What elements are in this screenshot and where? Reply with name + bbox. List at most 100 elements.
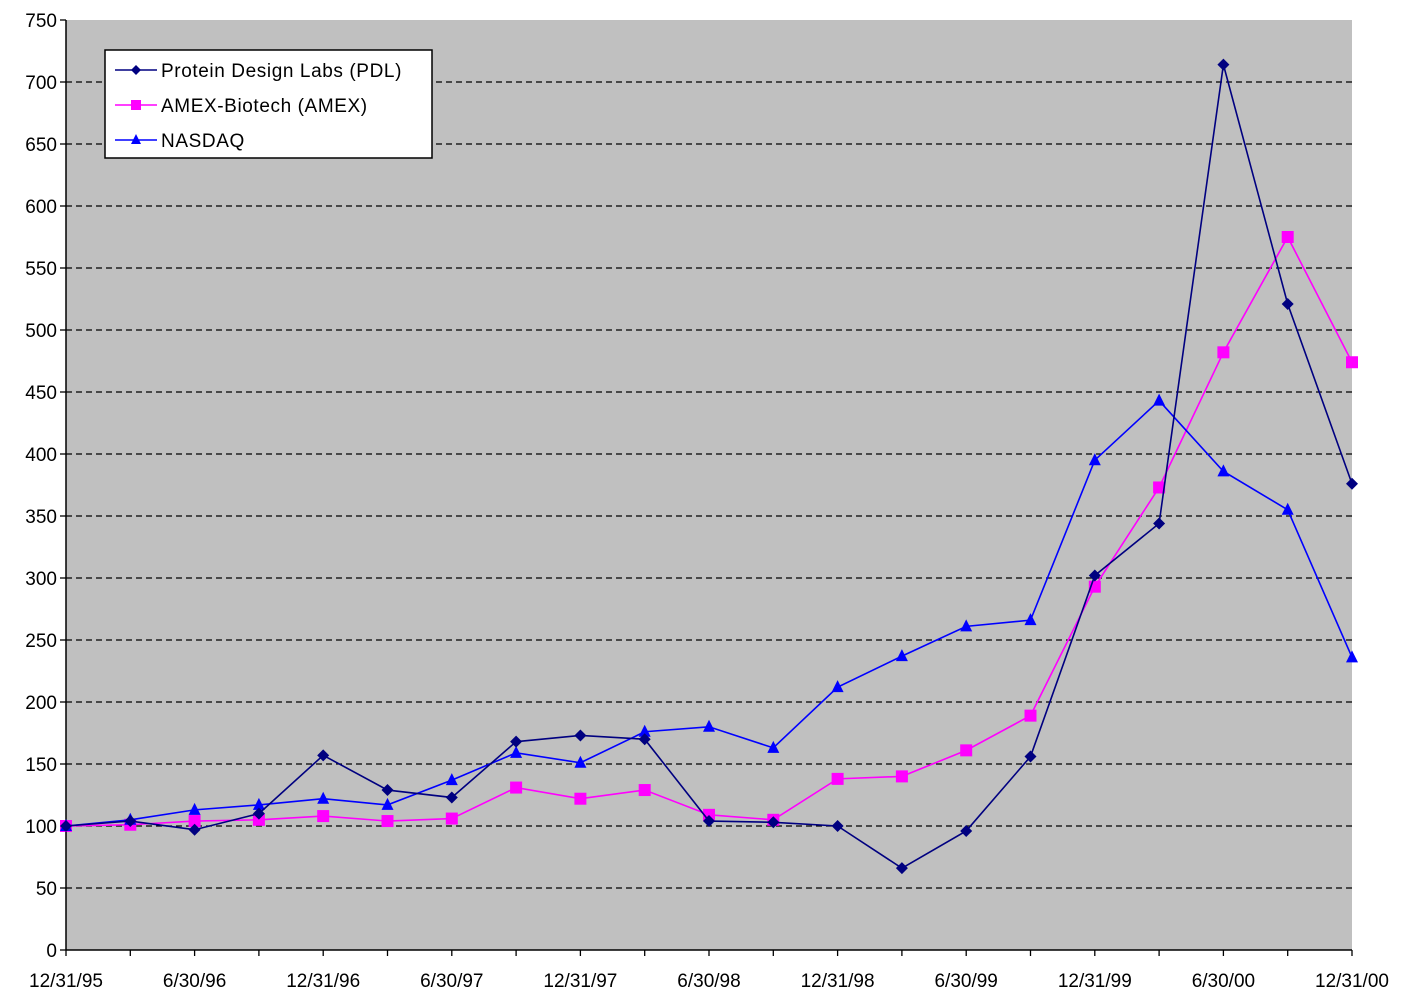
data-point-square	[895, 770, 908, 783]
x-tick-label: 6/30/96	[163, 971, 226, 992]
data-point-triangle	[1217, 464, 1230, 477]
data-point-square	[574, 792, 587, 805]
data-point-triangle	[1153, 393, 1166, 406]
x-tick-label: 6/30/00	[1192, 971, 1255, 992]
data-point-triangle	[831, 680, 844, 693]
data-point-diamond	[1153, 517, 1166, 530]
data-point-square	[1346, 356, 1358, 369]
y-tick-label: 650	[25, 135, 57, 156]
data-point-diamond	[381, 784, 394, 797]
data-point-triangle	[574, 755, 587, 768]
data-point-diamond	[638, 733, 651, 746]
legend-label: AMEX-Biotech (AMEX)	[161, 96, 368, 117]
y-tick-label: 600	[25, 197, 57, 218]
data-point-diamond	[131, 65, 141, 75]
data-point-square	[1153, 481, 1166, 494]
data-point-diamond	[767, 816, 780, 829]
legend-entry: NASDAQ	[115, 131, 245, 152]
data-point-triangle	[767, 740, 780, 753]
data-point-square	[831, 772, 844, 785]
data-point-diamond	[1088, 569, 1101, 582]
y-tick-label: 450	[25, 383, 57, 404]
y-tick-label: 550	[25, 259, 57, 280]
data-point-triangle	[1346, 650, 1358, 663]
y-tick-label: 0	[46, 941, 57, 962]
series-2	[60, 393, 1358, 831]
y-tick-label: 750	[25, 11, 57, 32]
data-point-diamond	[124, 815, 137, 828]
y-tick-label: 250	[25, 631, 57, 652]
series-0	[60, 58, 1358, 875]
y-tick-label: 200	[25, 693, 57, 714]
data-point-square	[1024, 709, 1037, 722]
legend-label: NASDAQ	[161, 131, 245, 152]
data-point-triangle	[445, 773, 458, 786]
x-tick-label: 12/31/96	[286, 971, 360, 992]
data-point-square	[188, 815, 201, 828]
y-tick-label: 50	[36, 879, 57, 900]
x-tick-label: 12/31/98	[801, 971, 875, 992]
data-point-triangle	[317, 791, 330, 804]
data-point-diamond	[1346, 477, 1358, 490]
x-tick-label: 12/31/97	[543, 971, 617, 992]
data-point-diamond	[831, 820, 844, 832]
data-point-diamond	[703, 815, 715, 828]
data-point-diamond	[895, 862, 908, 875]
data-point-square	[381, 815, 394, 828]
data-point-diamond	[445, 791, 458, 804]
data-point-triangle	[895, 649, 908, 662]
data-point-diamond	[510, 735, 523, 748]
data-point-square	[1217, 346, 1230, 359]
data-point-triangle	[1024, 613, 1037, 626]
x-tick-label: 12/31/95	[29, 971, 103, 992]
y-tick-label: 300	[25, 569, 57, 590]
data-point-diamond	[574, 729, 587, 742]
x-tick-label: 12/31/99	[1058, 971, 1132, 992]
legend-entry: AMEX-Biotech (AMEX)	[115, 96, 368, 117]
data-point-triangle	[638, 724, 651, 737]
data-point-square	[317, 810, 330, 823]
data-point-triangle	[960, 619, 973, 632]
data-point-diamond	[1281, 297, 1294, 310]
series-lines	[60, 58, 1358, 875]
data-point-triangle	[1088, 453, 1101, 466]
y-tick-label: 100	[25, 817, 57, 838]
legend: Protein Design Labs (PDL) AMEX-Biotech (A…	[104, 49, 433, 159]
data-point-triangle	[510, 745, 523, 758]
y-tick-label: 500	[25, 321, 57, 342]
data-point-triangle	[131, 134, 141, 144]
data-point-triangle	[381, 797, 394, 810]
data-point-triangle	[703, 719, 715, 732]
x-tick-label: 12/31/00	[1315, 971, 1389, 992]
data-point-square	[252, 813, 265, 826]
y-tick-label: 350	[25, 507, 57, 528]
data-point-diamond	[188, 823, 201, 836]
data-point-diamond	[1217, 58, 1230, 71]
data-point-triangle	[188, 802, 201, 815]
x-tick-label: 6/30/99	[934, 971, 997, 992]
data-point-triangle	[1281, 502, 1294, 515]
y-tick-label: 400	[25, 445, 57, 466]
data-point-triangle	[252, 797, 265, 810]
data-point-square	[131, 100, 141, 110]
data-point-diamond	[252, 807, 265, 820]
legend-box	[104, 49, 433, 159]
gridlines	[66, 81, 1352, 889]
data-point-diamond	[60, 820, 72, 832]
legend-entry: Protein Design Labs (PDL)	[115, 61, 402, 82]
axes: 0 50 100 150 200 250 300 350 400 450 500 550 600 650 7…	[25, 11, 1389, 992]
data-point-square	[638, 784, 651, 797]
data-point-square	[1281, 231, 1294, 243]
data-point-diamond	[317, 749, 330, 762]
data-point-square	[445, 812, 458, 825]
legend-label: Protein Design Labs (PDL)	[161, 61, 402, 82]
x-tick-label: 6/30/97	[420, 971, 483, 992]
x-tick-label: 6/30/98	[677, 971, 740, 992]
data-point-square	[960, 744, 973, 757]
y-tick-label: 700	[25, 73, 57, 94]
data-point-square	[510, 781, 523, 794]
y-tick-label: 150	[25, 755, 57, 776]
data-point-diamond	[960, 824, 973, 837]
